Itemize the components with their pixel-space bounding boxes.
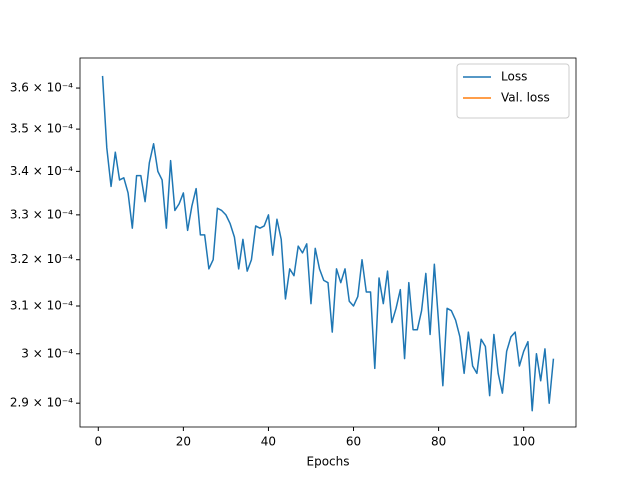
series-line <box>101 75 555 412</box>
y-tick-label: 3.5 × 10⁻⁴ <box>10 122 73 136</box>
x-tick-label: 80 <box>431 435 446 449</box>
legend-label: Val. loss <box>501 91 550 105</box>
x-axis-label: Epochs <box>307 455 350 469</box>
x-tick-label: 40 <box>261 435 276 449</box>
x-tick-label: 0 <box>94 435 102 449</box>
y-tick-label: 3.1 × 10⁻⁴ <box>10 298 73 312</box>
plot-frame <box>79 57 577 428</box>
legend-label: Loss <box>501 70 527 84</box>
legend: Loss Val. loss <box>456 63 570 119</box>
y-tick-label: 3 × 10⁻⁴ <box>21 346 73 360</box>
y-tick-label: 2.9 × 10⁻⁴ <box>10 396 73 410</box>
x-tick-label: 60 <box>346 435 361 449</box>
x-tick-label: 100 <box>512 435 535 449</box>
x-tick-label: 20 <box>176 435 191 449</box>
y-tick-label: 3.2 × 10⁻⁴ <box>10 252 73 266</box>
y-tick-label: 3.6 × 10⁻⁴ <box>10 81 73 95</box>
y-tick-label: 3.3 × 10⁻⁴ <box>10 207 73 221</box>
y-tick-label: 3.4 × 10⁻⁴ <box>10 164 73 178</box>
